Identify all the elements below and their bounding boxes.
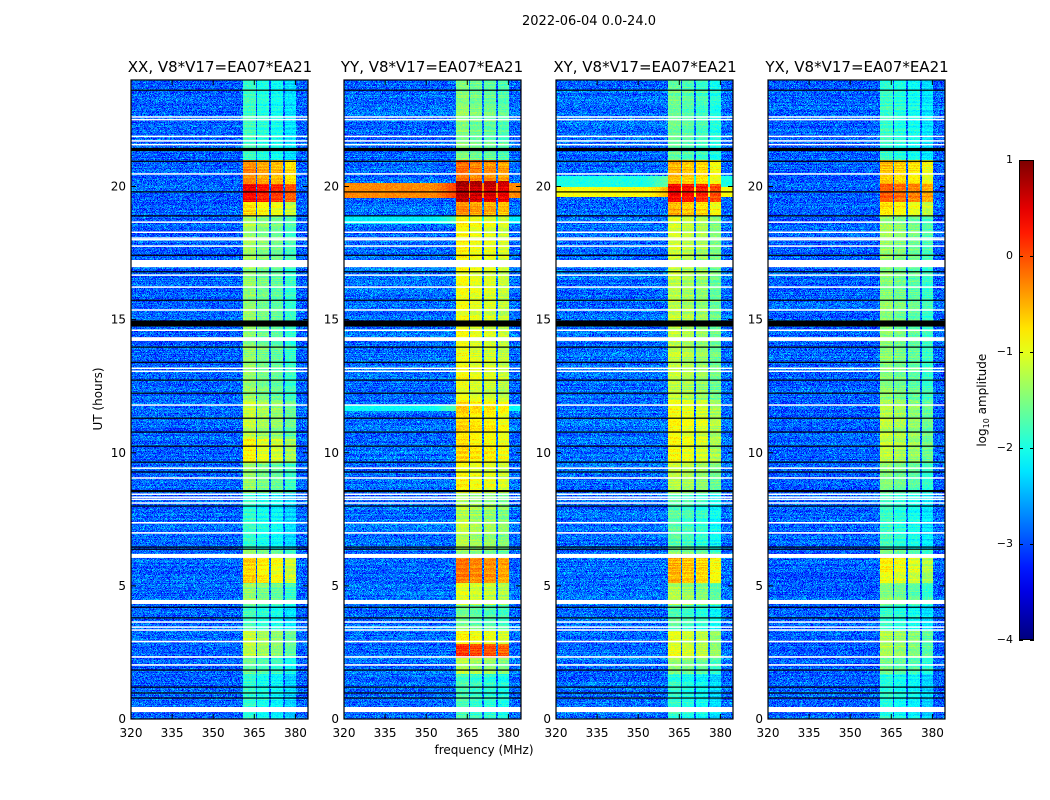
colorbar-tick-label: −2	[996, 441, 1013, 454]
x-axis-label: frequency (MHz)	[434, 743, 534, 757]
panel-title-xy: XY, V8*V17=EA07*EA21	[553, 58, 737, 76]
x-tick-label: 380	[284, 726, 307, 740]
x-tick-label: 350	[627, 726, 650, 740]
colorbar-tick-mark	[1019, 256, 1023, 257]
y-axis-label: UT (hours)	[91, 367, 105, 431]
colorbar-tick-label: −1	[996, 345, 1013, 358]
y-tick-label: 15	[111, 313, 126, 327]
x-tick-label: 320	[120, 726, 143, 740]
axes-frame	[767, 79, 946, 720]
y-tick-label: 0	[331, 712, 339, 726]
y-tick-label: 5	[543, 579, 551, 593]
colorbar-tick-mark	[1030, 160, 1034, 161]
axes: 320 335 350 365 380 0 5 10 15 20	[536, 79, 734, 740]
colorbar	[1019, 160, 1034, 640]
panel-xx: 320 335 350 365 380 0 5 10 15 20	[111, 79, 309, 740]
axes: 320 335 350 365 380 0 5 10 15 20	[324, 79, 522, 740]
y-tick-label: 20	[536, 180, 551, 194]
panel-yy: 320 335 350 365 380 0 5 10 15 20	[324, 79, 522, 740]
x-tick-label: 320	[333, 726, 356, 740]
x-tick-label: 365	[243, 726, 266, 740]
y-tick-label: 0	[118, 712, 126, 726]
y-tick-label: 5	[118, 579, 126, 593]
y-tick-label: 0	[543, 712, 551, 726]
y-tick-label: 20	[111, 180, 126, 194]
y-tick-label: 10	[111, 446, 126, 460]
x-tick-label: 380	[921, 726, 944, 740]
axes: 320 335 350 365 380 0 5 10 15 20	[748, 79, 946, 740]
colorbar-tick-mark	[1030, 544, 1034, 545]
x-tick-label: 335	[374, 726, 397, 740]
y-tick-label: 5	[331, 579, 339, 593]
colorbar-tick-mark	[1019, 160, 1023, 161]
colorbar-tick-label: 1	[1006, 153, 1013, 166]
axes-frame	[343, 79, 522, 720]
x-tick-label: 320	[757, 726, 780, 740]
x-tick-label: 350	[202, 726, 225, 740]
panel-title-xx: XX, V8*V17=EA07*EA21	[127, 58, 313, 76]
colorbar-tick-label: 0	[1006, 249, 1013, 262]
colorbar-tick-label: −4	[996, 633, 1013, 646]
y-tick-label: 10	[748, 446, 763, 460]
axes: 320 335 350 365 380 0 5 10 15 20	[111, 79, 309, 740]
panel-title-yy: YY, V8*V17=EA07*EA21	[340, 58, 524, 76]
heatmap-image	[556, 80, 733, 719]
x-tick-label: 320	[545, 726, 568, 740]
y-tick-label: 15	[324, 313, 339, 327]
panel-xy: 320 335 350 365 380 0 5 10 15 20	[536, 79, 734, 740]
y-tick-label: 10	[324, 446, 339, 460]
colorbar-tick-mark	[1030, 640, 1034, 641]
x-tick-label: 365	[880, 726, 903, 740]
x-tick-label: 350	[415, 726, 438, 740]
heatmap-image	[131, 80, 308, 719]
x-tick-label: 365	[668, 726, 691, 740]
y-tick-label: 0	[755, 712, 763, 726]
colorbar-tick-mark	[1030, 448, 1034, 449]
x-tick-label: 380	[497, 726, 520, 740]
y-tick-label: 15	[748, 313, 763, 327]
colorbar-tick-mark	[1019, 640, 1023, 641]
panel-title-yx: YX, V8*V17=EA07*EA21	[765, 58, 949, 76]
heatmap-image	[768, 80, 945, 719]
figure-title: 2022-06-04 0.0-24.0	[522, 14, 656, 29]
x-tick-label: 335	[161, 726, 184, 740]
colorbar-tick-mark	[1019, 544, 1023, 545]
y-tick-label: 20	[748, 180, 763, 194]
x-tick-label: 365	[456, 726, 479, 740]
x-tick-label: 335	[586, 726, 609, 740]
y-tick-label: 20	[324, 180, 339, 194]
axes-frame	[130, 79, 309, 720]
x-tick-label: 335	[798, 726, 821, 740]
panel-yx: 320 335 350 365 380 0 5 10 15 20	[748, 79, 946, 740]
y-tick-label: 5	[755, 579, 763, 593]
y-tick-label: 15	[536, 313, 551, 327]
colorbar-tick-mark	[1030, 352, 1034, 353]
colorbar-tick-mark	[1019, 352, 1023, 353]
colorbar-tick-mark	[1019, 448, 1023, 449]
x-tick-label: 380	[709, 726, 732, 740]
y-tick-label: 10	[536, 446, 551, 460]
colorbar-tick-label: −3	[996, 537, 1013, 550]
x-tick-label: 350	[839, 726, 862, 740]
colorbar-tick-mark	[1030, 256, 1034, 257]
axes-frame	[555, 79, 734, 720]
heatmap-image	[344, 80, 521, 719]
